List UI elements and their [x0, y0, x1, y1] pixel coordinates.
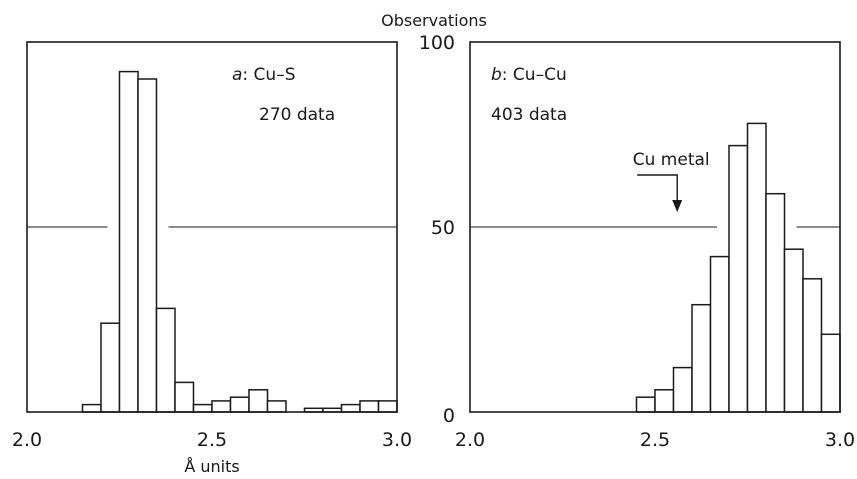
panel-b-x-tick-label: 3.0	[825, 429, 855, 451]
panel-b-bar	[709, 255, 730, 413]
panel-a-label: a: Cu–S	[232, 65, 296, 85]
panel-a-bar	[211, 400, 232, 413]
panel-b-bar	[728, 144, 749, 413]
x-axis-title: Å units	[184, 457, 239, 476]
panel-b-bar	[765, 192, 786, 413]
panel-b-x-tick-labels: 2.0 2.5 3.0	[455, 429, 855, 451]
panel-a-bar	[100, 322, 121, 413]
panel-a-bar	[155, 307, 176, 413]
panel-a-label-prefix: a	[232, 65, 242, 85]
panel-a-bar	[248, 389, 269, 413]
panel-a-bars	[81, 70, 398, 413]
panel-b: b: Cu–Cu 403 data Cu metal 2.0 2.5 3.0	[455, 41, 855, 451]
panel-b-bar	[746, 122, 767, 413]
panel-b-bar	[802, 278, 823, 413]
panel-b-frame	[469, 41, 841, 413]
panel-b-bar	[654, 389, 675, 413]
panel-b-bar	[635, 396, 656, 413]
cu-metal-arrow-shaft	[637, 174, 678, 210]
y-tick-label: 100	[419, 32, 455, 54]
panel-a-x-tick-label: 2.0	[12, 429, 42, 451]
panel-b-label-text: : Cu–Cu	[502, 65, 567, 85]
panel-a-bar	[137, 78, 158, 413]
cu-metal-arrow-head	[672, 200, 683, 212]
panel-b-bar	[783, 248, 804, 413]
cu-metal-annotation: Cu metal	[633, 150, 710, 170]
panel-a-bar	[81, 403, 102, 413]
y-tick-label: 0	[443, 405, 455, 427]
panel-a-x-tick-labels: 2.0 2.5 3.0	[12, 429, 412, 451]
panel-a-frame	[26, 41, 398, 413]
panel-a-x-tick-label: 2.5	[197, 429, 227, 451]
panel-b-x-tick-label: 2.5	[640, 429, 670, 451]
y-tick-label: 50	[431, 217, 455, 239]
panel-a-bar	[229, 396, 250, 413]
panel-a-bar	[192, 403, 213, 413]
panel-a-bar	[377, 400, 398, 413]
panel-a-count: 270 data	[259, 105, 335, 125]
panel-b-bar	[672, 366, 693, 413]
panel-a-bar	[174, 381, 195, 413]
panel-b-bars	[635, 122, 841, 413]
panel-b-label-prefix: b	[491, 65, 502, 85]
y-axis-title: Observations	[381, 11, 487, 30]
panel-a: a: Cu–S 270 data 2.0 2.5 3.0	[12, 41, 412, 451]
panel-a-x-tick-label: 3.0	[382, 429, 412, 451]
panel-b-x-tick-label: 2.0	[455, 429, 485, 451]
panel-b-bar	[691, 303, 712, 413]
panel-a-label-text: : Cu–S	[242, 65, 295, 85]
panel-b-count: 403 data	[491, 105, 567, 125]
panel-a-bar	[118, 70, 139, 413]
panel-b-label: b: Cu–Cu	[491, 65, 567, 85]
cu-metal-arrow-icon	[637, 174, 683, 212]
panel-a-bar	[340, 403, 361, 413]
panel-a-bar	[359, 400, 380, 413]
panel-a-bar	[266, 400, 287, 413]
y-tick-labels: 0 50 100	[419, 32, 455, 427]
panel-b-bar	[820, 333, 841, 413]
